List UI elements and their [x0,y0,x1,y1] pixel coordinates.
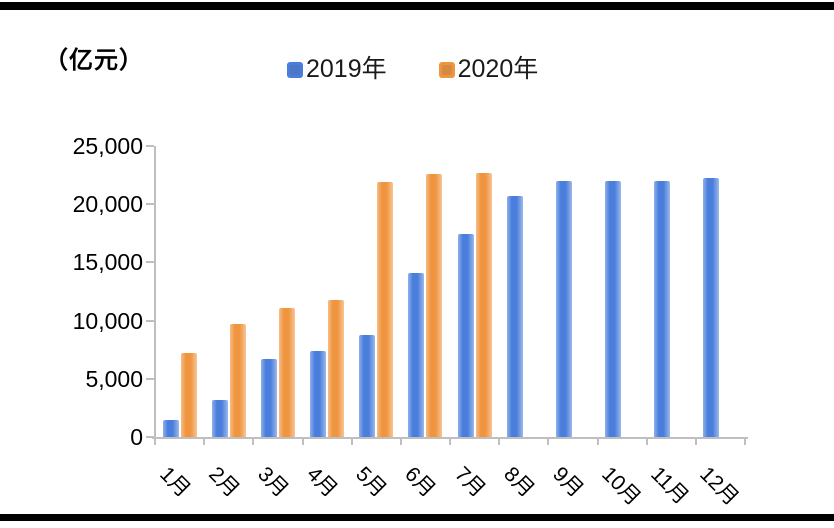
x-axis-label-m3: 3月 [253,462,293,502]
x-axis-tick [694,438,697,445]
legend-item-2019: 2019年 [287,57,387,82]
axis-unit-label: （亿元） [44,48,144,74]
legend-swatch-2020 [438,61,455,78]
bar-group-m2 [204,146,253,437]
bar-group-m5 [352,146,401,437]
x-axis-tick [547,438,550,445]
bar-group-m6 [401,146,450,437]
bar-2020-m7 [475,172,492,437]
y-axis-label: 20,000 [72,191,143,218]
x-axis-tick [301,438,304,445]
x-axis-tick [596,438,599,445]
x-axis-label-m10: 10月 [597,462,645,511]
x-axis-label-m6: 6月 [400,462,440,502]
bar-group-m9 [548,146,597,437]
legend-swatch-2019 [287,61,303,78]
bar-2020-m3 [278,308,295,437]
y-axis-tick [146,377,154,380]
x-axis-label-m8: 8月 [498,462,539,502]
x-axis-tick [154,438,156,445]
bottom-frame-bar [0,514,834,521]
y-axis-tick [146,145,154,147]
x-axis-label-m12: 12月 [695,462,744,511]
y-axis-line [154,146,156,438]
x-axis-label-m7: 7月 [449,462,490,502]
x-axis-label-m2: 2月 [203,462,244,502]
x-axis-label-m9: 9月 [548,462,588,502]
x-axis-tick [399,438,402,445]
x-axis-label-m4: 4月 [302,462,342,502]
bar-2019-m7 [457,234,474,437]
bar-2019-m11 [654,180,671,437]
bar-2020-m2 [229,324,246,437]
y-axis-label: 15,000 [72,249,143,276]
x-axis-tick [744,438,746,445]
x-axis-tick [252,438,255,445]
bar-2019-m8 [506,196,523,437]
bar-2020-m5 [377,182,394,437]
bar-2019-m6 [408,272,425,437]
x-axis-label-m11: 11月 [646,462,693,510]
x-axis-tick [203,438,206,445]
bar-2019-m9 [555,180,572,437]
bar-2019-m2 [211,399,228,437]
bar-group-m10 [598,146,647,437]
bar-group-m1 [155,146,204,437]
y-axis-tick [146,319,154,322]
legend-item-2020: 2020年 [438,55,539,83]
bar-2019-m10 [605,180,622,437]
bar-2020-m4 [328,300,345,437]
x-axis-tick [449,438,451,445]
bar-2020-m6 [426,173,443,437]
bar-2019-m4 [310,350,327,437]
plot-area [155,146,745,437]
legend: 2019年 2020年 [287,57,538,82]
x-axis-label-m1: 1月 [154,462,195,502]
top-frame-bar [0,2,834,10]
bar-group-m11 [647,146,696,437]
x-axis-tick [498,438,501,445]
x-axis-tick [645,438,648,445]
bar-group-m3 [253,146,302,437]
bar-group-m7 [450,146,499,437]
y-axis-tick [146,203,154,206]
y-axis-label: 10,000 [72,307,143,334]
y-axis-label: 5,000 [85,365,143,392]
x-axis-tick [350,438,353,445]
bar-group-m4 [303,146,352,437]
legend-label-2019: 2019年 [306,55,387,83]
bar-group-m8 [499,146,548,437]
bar-2019-m1 [162,419,179,437]
x-axis-label-m5: 5月 [351,462,391,502]
y-axis-tick [146,261,154,264]
y-axis-tick [146,436,154,438]
bar-2019-m3 [260,359,277,437]
y-axis-label: 0 [130,424,143,450]
legend-label-2020: 2020年 [457,55,539,83]
bar-2019-m12 [703,178,720,437]
bar-2020-m1 [180,352,197,437]
bar-group-m12 [696,146,745,437]
y-axis-label: 25,000 [72,133,143,159]
bar-2019-m5 [359,334,376,437]
